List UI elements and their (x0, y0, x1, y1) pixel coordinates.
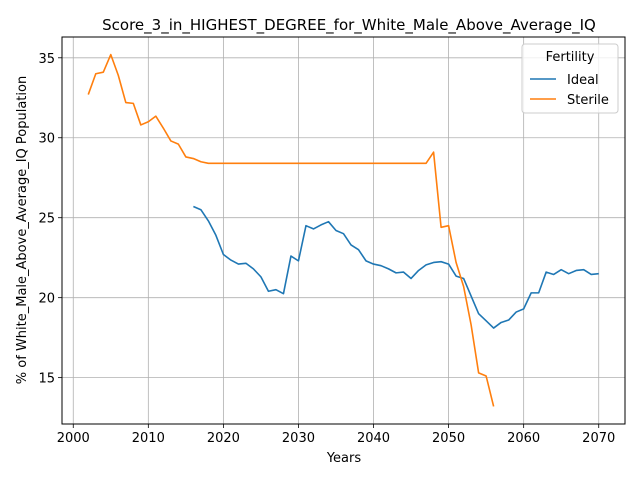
y-axis-label: % of White_Male_Above_Average_IQ Populat… (15, 76, 30, 384)
x-tick-label: 2010 (132, 431, 165, 446)
chart-title: Score_3_in_HIGHEST_DEGREE_for_White_Male… (102, 16, 596, 35)
series-line-sterile (87, 53, 495, 407)
x-tick-label: 2040 (357, 431, 390, 446)
legend-entries: Ideal Sterile (530, 73, 609, 108)
legend: Fertility Ideal Sterile (521, 43, 619, 114)
legend-box (521, 43, 619, 114)
x-tick-label: 2070 (582, 431, 615, 446)
ticks: 2000 2010 2020 2030 2040 2050 2060 2070 15 20 25 30… (38, 52, 615, 446)
y-tick-label: 35 (38, 52, 55, 67)
x-axis-label: Years (326, 451, 362, 466)
legend-label-ideal: Ideal (567, 73, 599, 88)
series-line-ideal (193, 205, 599, 329)
legend-label-sterile: Sterile (567, 93, 609, 108)
x-tick-label: 2050 (432, 431, 465, 446)
x-tick-label: 2020 (207, 431, 240, 446)
y-tick-label: 25 (38, 212, 55, 227)
plot-frame (61, 36, 626, 425)
x-tick-label: 2030 (282, 431, 315, 446)
x-tick-label: 2060 (507, 431, 540, 446)
x-tick-label: 2000 (57, 431, 90, 446)
y-tick-label: 30 (38, 132, 55, 147)
y-tick-label: 20 (38, 292, 55, 307)
legend-title: Fertility (546, 50, 595, 65)
y-tick-label: 15 (38, 372, 55, 387)
series-layer (87, 53, 599, 407)
